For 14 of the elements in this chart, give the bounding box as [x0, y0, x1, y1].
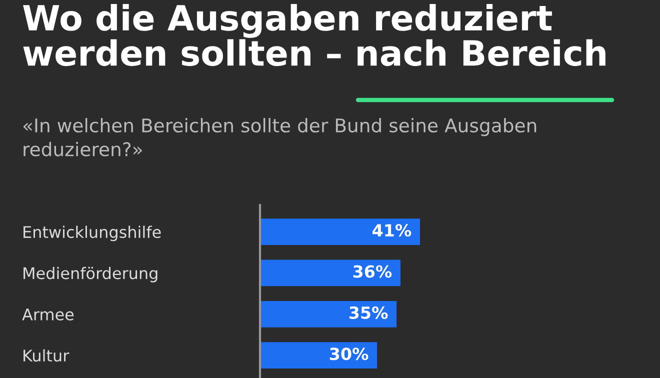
y-tick-label: Kultur	[24, 349, 70, 362]
y-tick-label: Medienförderung	[24, 266, 158, 282]
bar	[260, 218, 420, 245]
bar	[260, 260, 400, 286]
data-label: 30%	[330, 348, 368, 360]
data-label: 36%	[353, 265, 392, 278]
y-tick-label: Entwicklungshilfe	[24, 226, 161, 242]
y-tick-label: Armee	[22, 308, 74, 320]
bar	[260, 342, 378, 369]
chart-subtitle: «In welchen Bereichen sollte der Bund seine Ausgaben reduzieren?»	[23, 118, 536, 156]
data-label: 35%	[349, 306, 388, 319]
chart-title: Wo die Ausgaben reduziert werden sollten – nach Bereich	[23, 4, 606, 66]
data-label: 41%	[372, 224, 412, 237]
bar	[260, 300, 397, 328]
